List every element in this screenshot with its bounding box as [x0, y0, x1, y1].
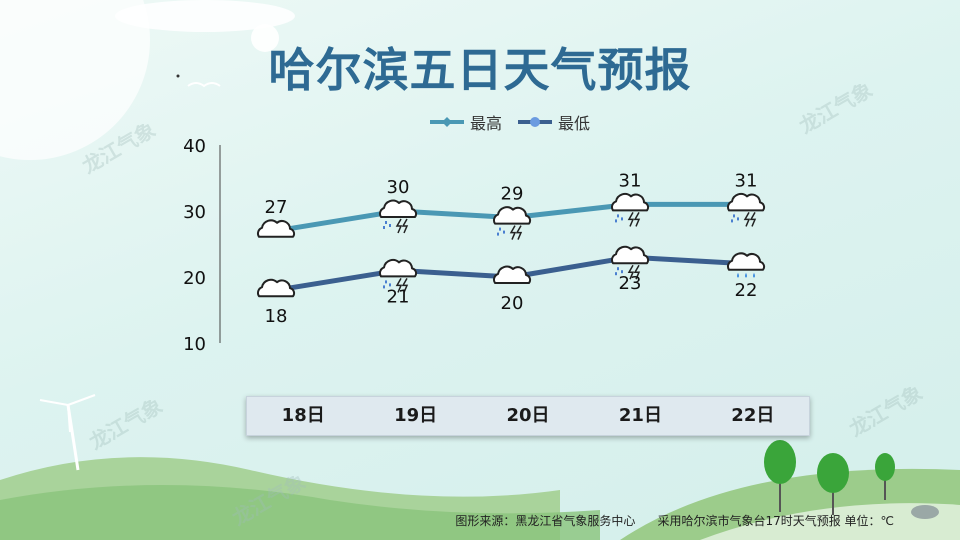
date-label: 18日: [281, 405, 325, 426]
rain-icon: [726, 252, 766, 278]
footer-source: 图形来源：黑龙江省气象服务中心: [455, 514, 636, 528]
sun: [251, 24, 279, 52]
footer: 图形来源：黑龙江省气象服务中心 采用哈尔滨市气象台17时天气预报 单位：℃: [455, 512, 894, 529]
cloud-decor: [115, 0, 295, 32]
cloud-shape: [492, 206, 532, 225]
date-label: 19日: [394, 405, 438, 426]
legend-low-label: 最低: [558, 114, 591, 133]
bird: [187, 82, 221, 88]
tree: [875, 453, 895, 481]
thunderstorm-icon: [726, 192, 766, 227]
cloud-shape: [256, 219, 296, 238]
lightning-bolt: [627, 212, 635, 227]
legend-high-diamond: [442, 117, 452, 127]
legend-item-low: 最低: [518, 110, 590, 134]
lightning-bolt: [509, 225, 517, 240]
legend-high-marker: [430, 117, 464, 127]
cloud-shape: [256, 278, 296, 298]
low-temp-label: 22: [735, 280, 758, 301]
page-title: 哈尔滨五日天气预报: [268, 43, 692, 97]
lightning-bolt: [395, 218, 403, 234]
thunderstorm-icon: [610, 192, 650, 227]
high-temp-label: 31: [735, 170, 758, 191]
y-tick-label: 40: [183, 136, 206, 157]
high-temp-label: 31: [619, 170, 642, 191]
lightning-bolt: [515, 225, 523, 240]
cloud-shape: [610, 192, 650, 212]
footer-note: 采用哈尔滨市气象台17时天气预报 单位：℃: [657, 514, 894, 528]
rain-drop: [737, 272, 739, 278]
cloud-shape: [378, 199, 418, 218]
lightning-bolt: [743, 212, 751, 227]
high-temp-label: 27: [265, 197, 288, 218]
lightning-bolt: [401, 278, 409, 293]
high-temp-label: 29: [501, 184, 524, 205]
cloudy-icon: [256, 278, 296, 298]
windmill-blade: [67, 394, 96, 406]
date-label: 22日: [731, 405, 775, 426]
cloud-shape: [492, 265, 532, 284]
lightning-bolt: [633, 212, 641, 227]
date-bar: 18日 19日 20日 21日 22日: [246, 396, 810, 436]
cloud-shape: [726, 252, 766, 271]
high-temp-label: 30: [387, 177, 410, 198]
low-temp-label: 21: [387, 286, 410, 307]
rain-drop: [745, 272, 747, 278]
tree: [764, 440, 796, 484]
legend-low-dot: [530, 117, 541, 127]
cloudy-icon: [492, 265, 532, 284]
thunderstorm-icon: [378, 199, 418, 234]
legend-low-marker: [518, 117, 553, 127]
thunderstorm-icon: [492, 206, 532, 240]
hill-right-light: [700, 503, 960, 540]
chart-legend: 最高 最低: [430, 110, 590, 134]
low-temp-label: 18: [265, 306, 288, 327]
legend-item-high: 最高: [430, 110, 502, 134]
sun-glow: [0, 0, 150, 160]
cloudy-icon: [256, 219, 296, 238]
y-tick-label: 30: [183, 202, 206, 223]
cloud-shape: [726, 192, 766, 212]
legend-high-label: 最高: [470, 114, 503, 133]
lightning-bolt: [749, 212, 757, 227]
windmill-blade: [67, 404, 71, 433]
hill-front: [0, 485, 600, 540]
low-temp-label: 23: [619, 273, 642, 294]
lightning-bolt: [401, 218, 409, 234]
date-label: 21日: [618, 405, 662, 426]
cloud-shape: [610, 245, 650, 265]
tree: [817, 453, 849, 493]
rock: [911, 505, 939, 519]
bird-dot: [176, 74, 180, 78]
rain-drop: [753, 272, 755, 278]
lightning-bolt: [633, 264, 641, 280]
thunderstorm-icon: [378, 258, 418, 293]
y-tick-label: 10: [183, 334, 206, 355]
y-tick-label: 20: [183, 268, 206, 289]
lightning-bolt: [627, 264, 635, 280]
windmill-blade: [39, 399, 69, 406]
thunderstorm-icon: [610, 245, 650, 280]
cloud-shape: [378, 258, 418, 278]
low-temp-label: 20: [501, 293, 524, 314]
date-label: 20日: [506, 405, 550, 426]
lightning-bolt: [395, 278, 403, 293]
